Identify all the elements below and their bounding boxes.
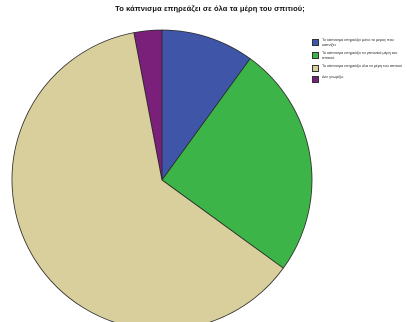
legend-swatch (312, 39, 319, 46)
legend-label: Δεν γνωρίζω (322, 75, 344, 79)
pie-slice (133, 29, 163, 181)
legend-swatch (312, 65, 319, 72)
pie-slice (161, 58, 313, 269)
legend-swatch (312, 76, 319, 83)
chart-title: Το κάπνισμα επηρεάζει σε όλα τα μέρη του… (115, 4, 305, 13)
legend-item: Δεν γνωρίζω (312, 75, 404, 83)
legend-item: Το κάπνισμα επηρεάζει μόνο το μέρος που … (312, 38, 404, 48)
legend-item: Το κάπνισμα επηρεάζει τα γειτονικά μέρη … (312, 51, 404, 61)
legend-label: Το κάπνισμα επηρεάζει μόνο το μέρος που … (322, 38, 394, 47)
legend: Το κάπνισμα επηρεάζει μόνο το μέρος που … (312, 38, 404, 86)
pie-slice (11, 32, 284, 322)
pie-slice (161, 29, 251, 182)
legend-label: Το κάπνισμα επηρεάζει τα γειτονικά μέρη … (322, 51, 398, 60)
legend-swatch (312, 52, 319, 59)
legend-label: Το κάπνισμα επηρεάζει όλα τα μέρη του σπ… (322, 64, 403, 68)
legend-item: Το κάπνισμα επηρεάζει όλα τα μέρη του σπ… (312, 64, 404, 72)
